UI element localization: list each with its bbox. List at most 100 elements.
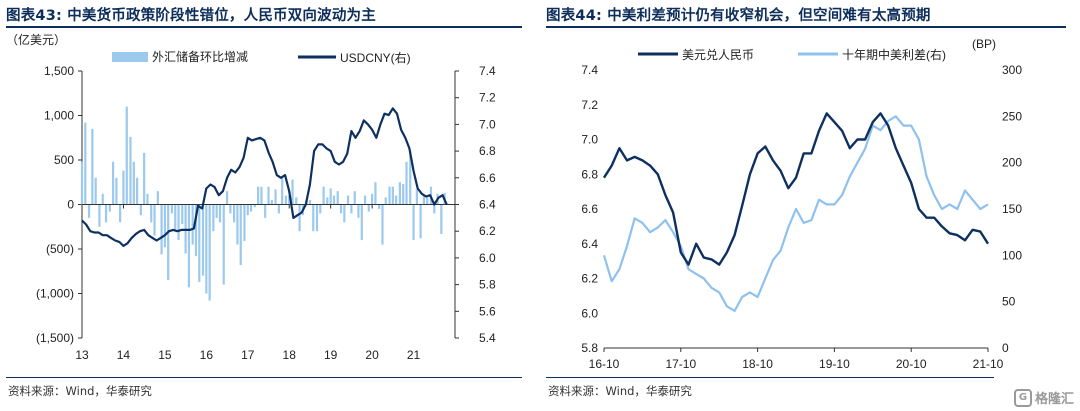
x-tick-label: 18 (283, 348, 297, 362)
chart-right: (BP) 7.4 7.2 7.0 6.8 6.6 6.4 6.2 6.0 5.8 300 250 200… (581, 37, 1022, 371)
reserve-change-bar (215, 204, 218, 218)
source-right: 资料来源：Wind，华泰研究 (548, 384, 692, 398)
reserve-change-bar (222, 204, 225, 285)
reserve-change-bar (201, 204, 205, 276)
reserve-change-bar (191, 204, 194, 245)
reserve-change-bar (194, 204, 198, 257)
reserve-change-bar (277, 204, 280, 214)
reserve-change-bar (125, 106, 128, 205)
reserve-change-bar (174, 204, 177, 232)
reserve-change-bar (363, 195, 367, 205)
reserve-change-bar (104, 204, 108, 223)
reserve-change-bar (119, 204, 122, 223)
reserve-change-bar (108, 204, 111, 212)
chart-title-left: 图表43: 中美货币政策阶段性错位，人民币双向波动为主 (6, 8, 376, 24)
reserve-change-bar (205, 204, 208, 294)
reserve-change-bar (332, 195, 336, 205)
y-left-tick-label: (1,000) (36, 287, 74, 301)
footer-rule-right (546, 377, 994, 378)
reserve-change-bar (326, 197, 329, 205)
y-right-tick-label: 7.2 (479, 91, 496, 105)
reserve-change-bar (381, 204, 384, 245)
reserve-change-bar (360, 204, 363, 241)
y-right-tick-label: 300 (1002, 63, 1022, 77)
reserve-change-bar (270, 200, 273, 205)
reserve-change-bar (346, 195, 350, 205)
title-rule-left (6, 26, 522, 28)
y-right-tick-label: 6.2 (479, 224, 496, 238)
reserve-change-bar (284, 195, 288, 205)
reserve-change-bar (391, 186, 394, 205)
reserve-change-bar (136, 177, 139, 205)
x-tick-label: 18-10 (742, 357, 773, 371)
footer-rule-left (6, 377, 522, 378)
y-right-tick-label: 6.4 (479, 198, 496, 212)
reserve-change-bar (267, 186, 270, 205)
x-tick-label: 19 (324, 348, 338, 362)
x-tick-label: 20 (365, 348, 379, 362)
reserve-change-bar (281, 177, 284, 205)
reserve-change-bar (246, 204, 249, 216)
chart-left: （亿美元） 1,500 1,000 500 0 (500) (1,000) (1,500) 7.… (6, 32, 496, 362)
reserve-change-bar (212, 204, 215, 232)
usdcny-line (81, 107, 448, 247)
reserve-change-bar (260, 186, 263, 205)
reserve-change-bar (167, 204, 170, 281)
reserve-change-bar (187, 204, 191, 288)
y-left-tick-label: 5.8 (581, 341, 598, 355)
legend-swatch-reserves (112, 52, 148, 62)
reserve-change-bar (378, 204, 381, 209)
reserve-change-bar (395, 195, 398, 205)
reserve-change-bar (291, 179, 294, 205)
reserve-change-bar (343, 204, 346, 223)
legend-label-usdcny: 美元兑人民币 (682, 48, 754, 62)
y-left-tick-label: 6.0 (581, 306, 598, 320)
reserve-change-bar (257, 186, 260, 205)
reserve-change-bar (170, 204, 174, 214)
y-right-tick-label: 100 (1002, 248, 1022, 262)
reserve-change-bar (374, 182, 377, 205)
y-left-tick-label: (1,500) (36, 331, 74, 345)
reserve-change-bar (236, 204, 239, 245)
x-tick-label: 17 (241, 348, 255, 362)
reserve-change-bar (101, 193, 104, 205)
y-left-unit-label: （亿美元） (6, 32, 66, 47)
reserve-change-bar (440, 204, 443, 234)
reserve-change-bar (91, 128, 94, 205)
watermark-text: 格隆汇 (1034, 392, 1074, 407)
reserve-change-bar (160, 204, 163, 255)
reserve-change-bar (371, 193, 374, 205)
reserve-change-bar (433, 204, 436, 214)
reserve-change-bar (405, 161, 408, 205)
reserve-change-bar (208, 204, 211, 301)
x-tick-label: 21-10 (973, 357, 1004, 371)
chart-title-right: 图表44: 中美利差预计仍有收窄机会，但空间难有太高预期 (546, 8, 931, 24)
x-tick-label: 16 (200, 348, 214, 362)
legend-label-usdcny: USDCNY(右) (340, 50, 411, 65)
reserve-change-bar (322, 186, 325, 205)
y-right-tick-label: 50 (1002, 295, 1016, 309)
x-tick-label: 16-10 (589, 357, 620, 371)
reserve-change-bar (153, 204, 156, 236)
reserve-change-bar (225, 191, 229, 205)
reserve-change-bar (353, 191, 356, 205)
reserve-change-bar (84, 122, 87, 205)
reserve-change-bar (94, 177, 97, 205)
x-tick-label: 13 (75, 348, 89, 362)
reserve-change-bar (111, 161, 115, 205)
y-right-tick-label: 7.4 (479, 64, 496, 78)
reserve-change-bar (319, 204, 322, 214)
y-right-unit-label: (BP) (972, 37, 996, 51)
reserve-change-bar (243, 204, 246, 241)
y-left-tick-label: 0 (67, 198, 74, 212)
reserve-change-bar (350, 204, 353, 214)
reserve-change-bar (426, 197, 429, 205)
reserve-change-bar (122, 170, 125, 205)
reserve-change-bar (249, 204, 253, 212)
reserve-change-bar (177, 204, 180, 241)
usdcny-line (602, 112, 990, 266)
reserve-change-bar (274, 189, 277, 205)
watermark: G 格隆汇 (1013, 388, 1074, 407)
y-left-tick-label: 6.8 (581, 167, 598, 181)
reserve-change-bar (419, 204, 422, 239)
